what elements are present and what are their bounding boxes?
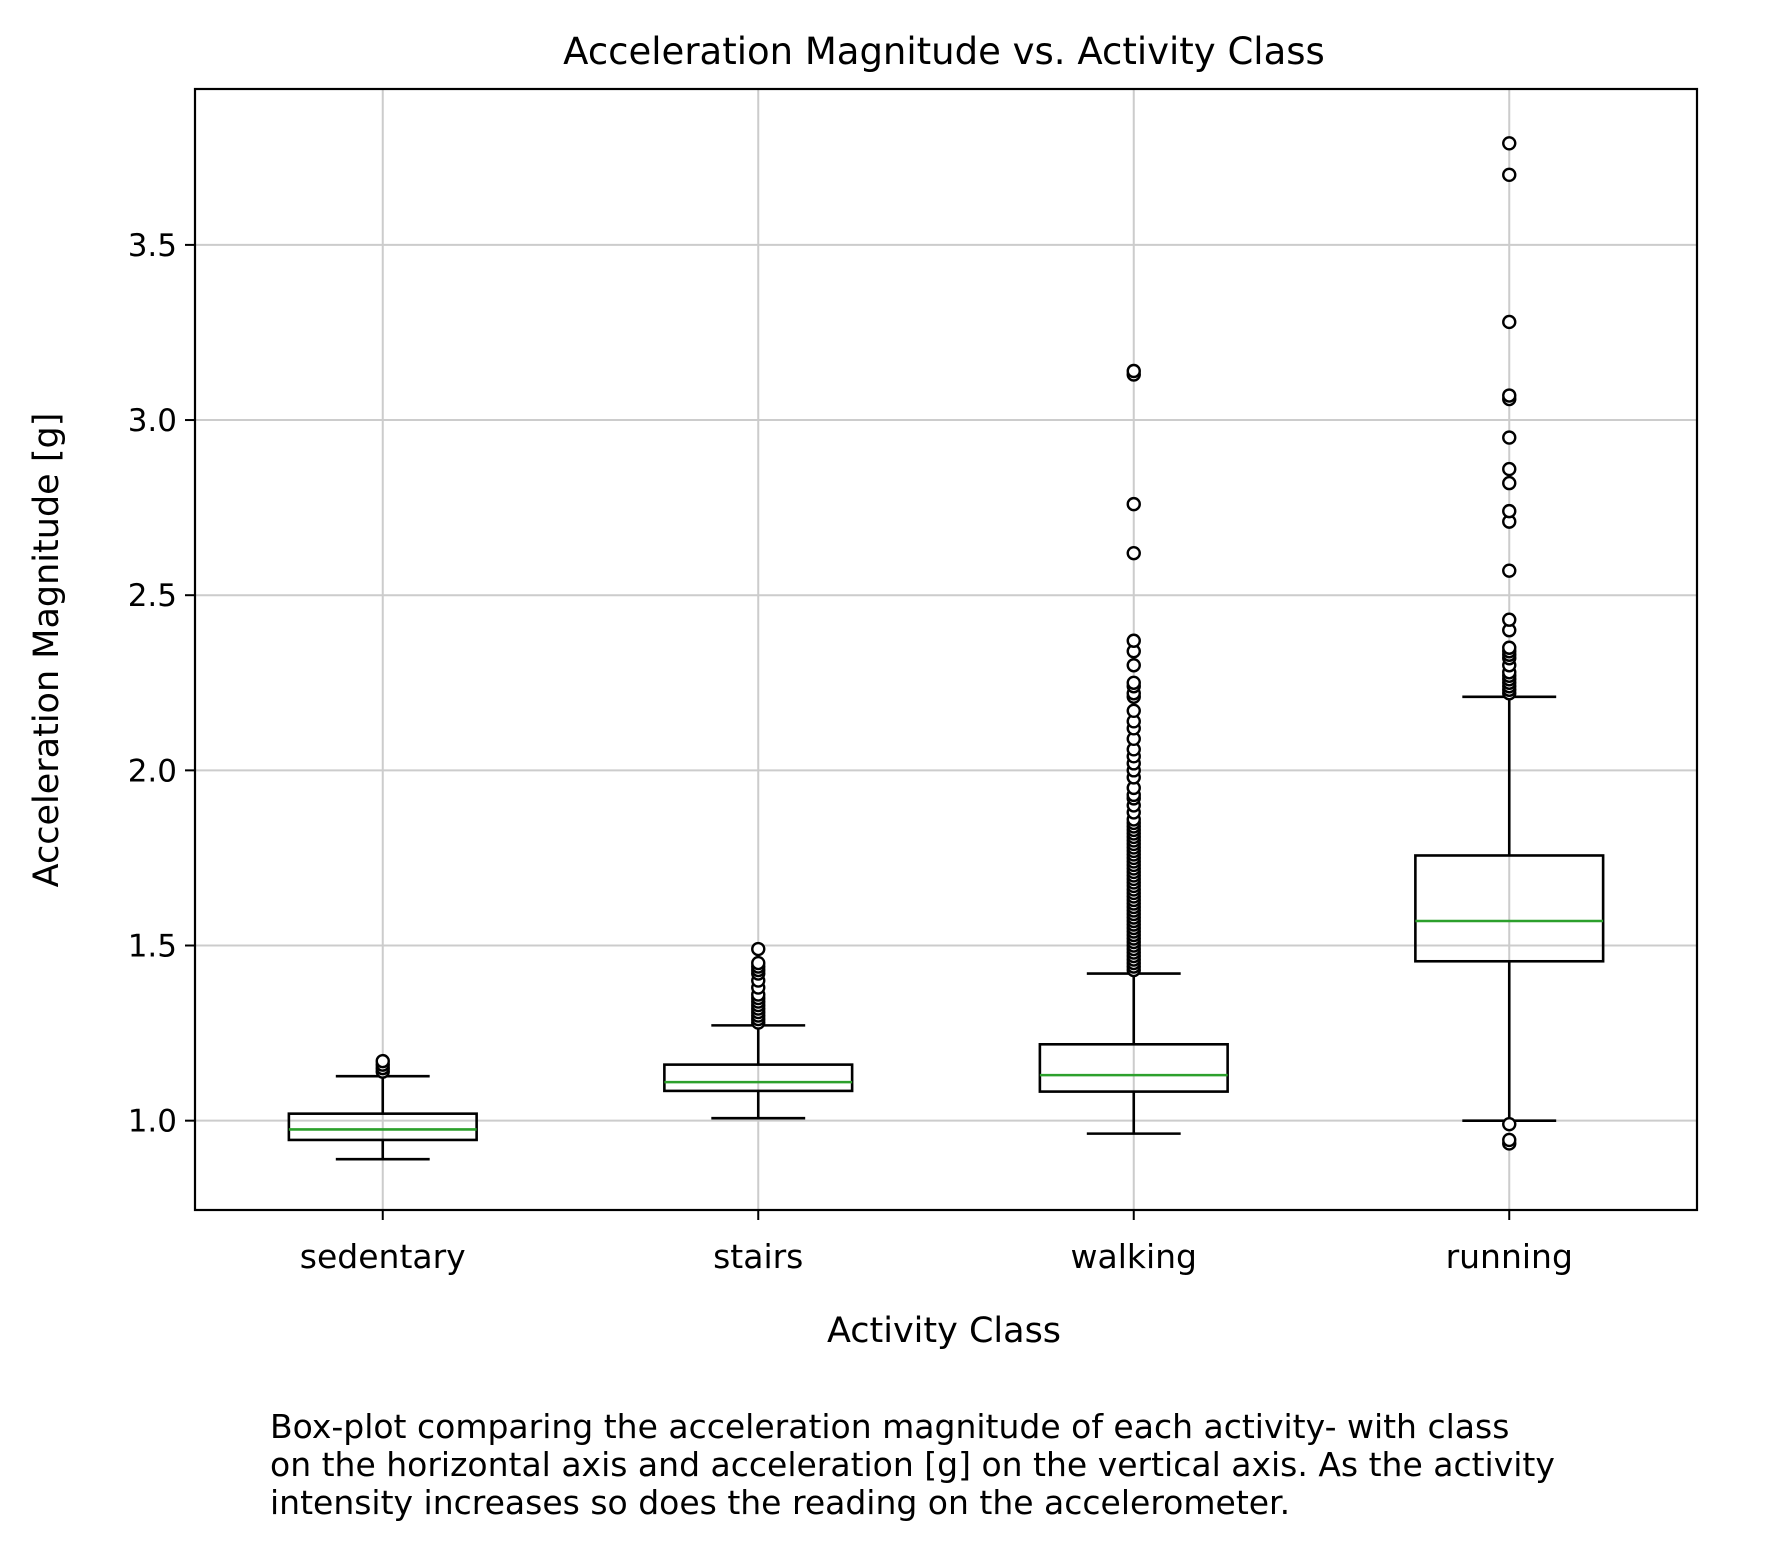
grid: [195, 89, 1697, 1210]
y-tick-label: 3.5: [128, 228, 177, 264]
iqr-box: [1414, 854, 1605, 963]
outlier-point: [1502, 475, 1517, 491]
outlier-point: [1502, 1116, 1517, 1132]
x-tick-label: running: [1446, 1237, 1573, 1276]
y-tick-label: 1.0: [128, 1104, 177, 1140]
chart-title: Acceleration Magnitude vs. Activity Clas…: [563, 30, 1325, 73]
plot-frame: [193, 87, 1699, 1212]
outlier-point: [1502, 503, 1517, 519]
boxes: [287, 136, 1605, 1161]
outlier-point: [1126, 496, 1141, 512]
outlier-point: [1502, 612, 1517, 627]
chart: 1.0 1.5 2.0 2.5 3.0 3.5 sedentary stairs walking…: [27, 30, 1699, 1351]
outlier-point: [1502, 388, 1517, 403]
ticks: 1.0 1.5 2.0 2.5 3.0 3.5 sedentary stairs walking…: [128, 228, 1573, 1276]
outlier-point: [1502, 461, 1517, 477]
y-axis-label: Acceleration Magnitude [g]: [27, 413, 67, 888]
outlier-point: [1126, 633, 1141, 648]
x-tick-label: sedentary: [300, 1237, 466, 1276]
outlier-point: [1502, 430, 1517, 445]
outlier-point: [1126, 545, 1141, 561]
iqr-box: [663, 1063, 854, 1093]
figure-caption: Box-plot comparing the acceleration magn…: [270, 1407, 1555, 1522]
x-tick-label: stairs: [713, 1237, 803, 1276]
y-tick-label: 3.0: [128, 403, 177, 439]
box-running: [1414, 136, 1605, 1151]
outlier-point: [1502, 640, 1517, 655]
x-axis-label: Activity Class: [827, 1311, 1061, 1351]
iqr-box: [1038, 1043, 1229, 1093]
outlier-point: [1126, 675, 1141, 690]
outlier-point: [1502, 167, 1517, 183]
outlier-point: [751, 941, 766, 957]
x-tick-label: walking: [1070, 1237, 1197, 1276]
box-plot: 1.0 1.5 2.0 2.5 3.0 3.5 sedentary stairs walking…: [27, 30, 1699, 1351]
outlier-point: [1502, 314, 1517, 330]
outlier-point: [1126, 703, 1141, 719]
y-tick-label: 1.5: [128, 929, 177, 965]
outlier-point: [1502, 563, 1517, 578]
y-tick-label: 2.0: [128, 753, 177, 789]
box-sedentary: [287, 1053, 478, 1161]
box-walking: [1038, 363, 1229, 1135]
outlier-point: [375, 1053, 390, 1069]
iqr-box: [287, 1112, 478, 1142]
outlier-point: [751, 955, 766, 971]
outlier-point: [1126, 658, 1141, 673]
outlier-point: [1502, 136, 1517, 151]
box-stairs: [663, 941, 854, 1120]
y-tick-label: 2.5: [128, 578, 177, 614]
outlier-point: [1502, 1132, 1517, 1148]
outlier-point: [1126, 363, 1141, 379]
